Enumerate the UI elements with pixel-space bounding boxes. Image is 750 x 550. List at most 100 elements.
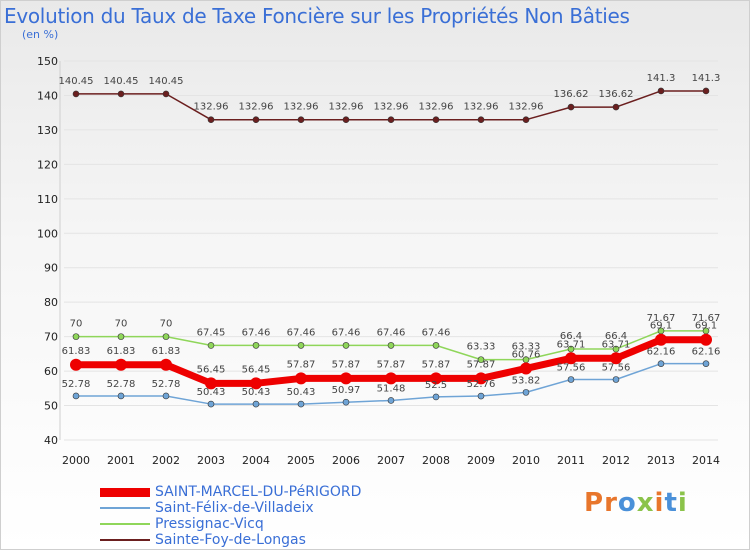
logo-letter: r xyxy=(604,488,618,518)
data-label: 56.45 xyxy=(197,364,226,375)
data-label: 53.82 xyxy=(512,375,541,386)
data-label: 132.96 xyxy=(194,102,229,113)
data-label: 61.83 xyxy=(107,346,136,357)
data-point xyxy=(477,392,485,400)
data-label: 67.46 xyxy=(377,327,406,338)
x-tick-label: 2011 xyxy=(557,454,585,467)
data-point xyxy=(72,90,80,98)
data-label: 132.96 xyxy=(329,102,364,113)
legend-item-saint-marcel[interactable]: SAINT-MARCEL-DU-PéRIGORD xyxy=(100,484,430,500)
x-tick-label: 2002 xyxy=(152,454,180,467)
data-label: 140.45 xyxy=(104,76,139,87)
legend-label: SAINT-MARCEL-DU-PéRIGORD xyxy=(155,484,362,500)
legend-item-sainte-foy[interactable]: Sainte-Foy-de-Longas xyxy=(100,532,430,548)
data-label: 70 xyxy=(160,319,173,330)
data-point xyxy=(702,360,710,367)
data-label: 140.45 xyxy=(149,76,184,87)
data-label: 51.48 xyxy=(377,383,406,394)
data-point xyxy=(342,398,350,406)
data-point xyxy=(567,103,575,111)
data-label: 132.96 xyxy=(239,102,274,113)
y-axis: 40 50 60 70 80 90 100 110 120 130 140 150 xyxy=(37,55,61,447)
data-label: 66.4 xyxy=(560,331,582,342)
legend-item-pressignac[interactable]: Pressignac-Vicq xyxy=(100,516,430,532)
data-label: 50.43 xyxy=(287,387,316,398)
proxiti-logo: Proxiti xyxy=(584,488,688,518)
data-label: 52.78 xyxy=(62,379,91,390)
data-point xyxy=(115,358,127,371)
data-point xyxy=(72,333,80,340)
data-label: 69.1 xyxy=(695,321,717,332)
data-point xyxy=(160,358,172,371)
x-tick-label: 2005 xyxy=(287,454,315,467)
data-label: 50.97 xyxy=(332,385,361,396)
data-point xyxy=(700,333,712,346)
data-point xyxy=(295,372,307,385)
data-label: 52.76 xyxy=(467,379,496,390)
data-label: 60.76 xyxy=(512,349,541,360)
data-point xyxy=(117,392,125,400)
data-label: 57.87 xyxy=(467,359,496,370)
data-point xyxy=(70,358,82,371)
x-tick-label: 2000 xyxy=(62,454,90,467)
data-label: 63.71 xyxy=(557,339,586,350)
data-label: 132.96 xyxy=(509,102,544,113)
x-tick-label: 2010 xyxy=(512,454,540,467)
data-label: 52.78 xyxy=(152,379,181,390)
legend-item-saint-felix[interactable]: Saint-Félix-de-Villadeix xyxy=(100,500,430,516)
data-point xyxy=(387,342,395,349)
data-label: 50.43 xyxy=(197,387,226,398)
data-label: 57.87 xyxy=(422,359,451,370)
series-group xyxy=(70,87,712,408)
data-point xyxy=(522,116,530,124)
legend-swatch xyxy=(100,539,150,541)
data-point xyxy=(432,342,440,349)
x-tick-label: 2003 xyxy=(197,454,225,467)
x-tick-label: 2004 xyxy=(242,454,270,467)
y-tick-label: 60 xyxy=(44,365,58,378)
data-point xyxy=(387,397,395,404)
data-label: 62.16 xyxy=(692,347,721,358)
data-point xyxy=(342,342,350,349)
data-point xyxy=(565,352,577,365)
data-label: 132.96 xyxy=(464,102,499,113)
y-tick-label: 50 xyxy=(44,400,58,413)
y-tick-label: 140 xyxy=(37,89,58,102)
y-tick-label: 110 xyxy=(37,193,58,206)
unit-label: (en %) xyxy=(22,28,59,41)
data-point xyxy=(430,372,442,385)
data-label: 56.45 xyxy=(242,364,271,375)
data-point xyxy=(655,333,667,346)
data-point xyxy=(385,372,397,385)
logo-letter: t xyxy=(664,488,678,518)
legend-label: Sainte-Foy-de-Longas xyxy=(155,532,306,548)
legend-label: Saint-Félix-de-Villadeix xyxy=(155,500,314,516)
data-point xyxy=(432,116,440,124)
data-point xyxy=(567,345,575,353)
data-point xyxy=(250,377,262,390)
y-tick-label: 90 xyxy=(44,262,58,275)
data-labels: 140.45 140.45 140.45 132.96 132.96 132.96 132.… xyxy=(59,73,721,398)
logo-letter: P xyxy=(584,488,605,518)
data-point xyxy=(612,103,620,111)
legend: SAINT-MARCEL-DU-PéRIGORD Saint-Félix-de-… xyxy=(100,484,430,548)
data-point xyxy=(207,342,215,349)
data-point xyxy=(297,400,305,408)
data-label: 63.33 xyxy=(512,342,541,353)
data-label: 67.46 xyxy=(287,327,316,338)
logo-letter: i xyxy=(677,488,688,518)
data-point xyxy=(162,392,170,400)
data-point xyxy=(612,376,620,383)
data-point xyxy=(117,90,125,98)
x-tick-label: 2007 xyxy=(377,454,405,467)
data-label: 57.87 xyxy=(332,359,361,370)
data-point xyxy=(477,116,485,124)
data-label: 67.46 xyxy=(422,327,451,338)
data-label: 57.56 xyxy=(557,362,586,373)
data-label: 67.45 xyxy=(197,327,226,338)
y-tick-label: 100 xyxy=(37,227,58,240)
data-point xyxy=(340,372,352,385)
data-point xyxy=(205,377,217,390)
y-tick-label: 130 xyxy=(37,124,58,137)
